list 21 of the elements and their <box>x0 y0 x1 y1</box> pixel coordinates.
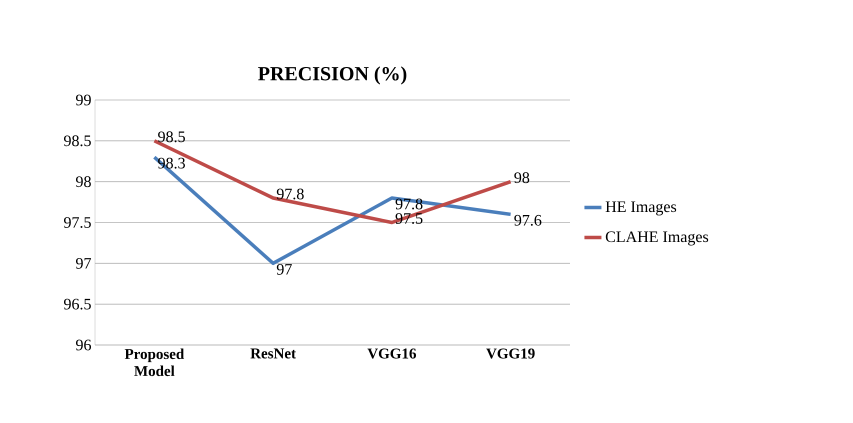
data-label: 98.5 <box>158 131 185 142</box>
y-tick-label: 98.5 <box>64 135 91 146</box>
data-label: 98 <box>514 172 530 184</box>
y-tick-label: 98 <box>76 176 91 188</box>
data-label: 97.8 <box>396 198 422 210</box>
data-label: 97.6 <box>514 214 542 226</box>
x-tick-label: Proposed Model <box>124 348 184 376</box>
y-tick-label: 99 <box>76 94 91 106</box>
legend-label: CLAHE Images <box>606 231 708 246</box>
y-tick-label: 96.5 <box>64 298 91 310</box>
y-tick-label: 97 <box>76 258 92 269</box>
data-label: 97.8 <box>276 188 304 200</box>
line-series <box>152 155 512 266</box>
x-tick-label: VGG16 <box>367 348 416 359</box>
x-tick-label: VGG19 <box>486 348 535 359</box>
y-tick-label: 96 <box>76 340 92 350</box>
legend-label: HE Images <box>606 201 676 216</box>
chart-title: PRECISION (%) <box>258 66 406 85</box>
y-tick-label: 97.5 <box>64 217 91 228</box>
data-label: 97 <box>276 264 292 275</box>
x-tick-label: ResNet <box>250 348 296 358</box>
